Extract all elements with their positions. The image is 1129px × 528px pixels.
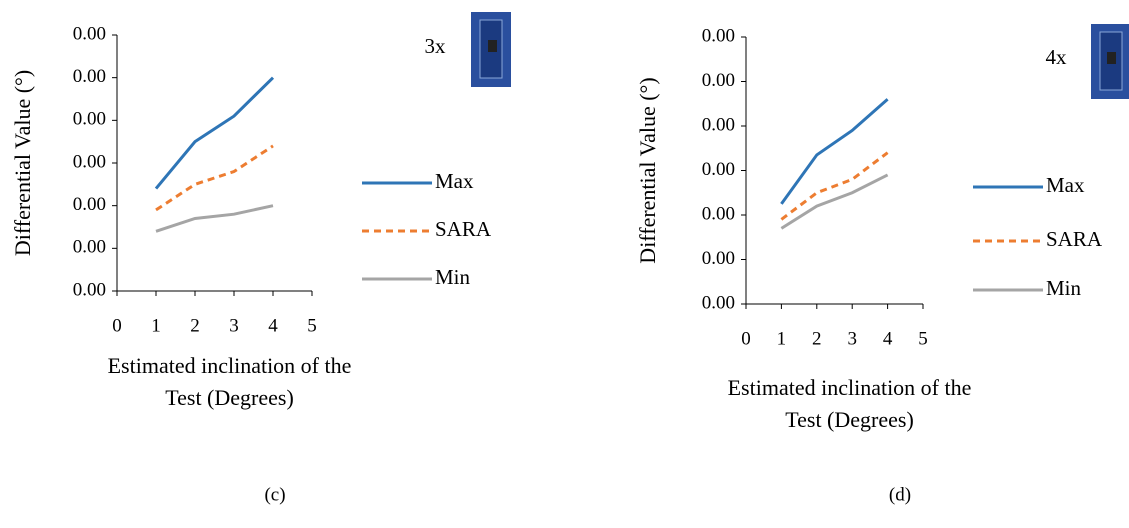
y-tick-label: 0.00	[702, 292, 735, 313]
y-tick-label: 0.00	[702, 114, 735, 135]
y-tick-label: 0.00	[73, 194, 106, 215]
y-tick-label: 0.00	[702, 248, 735, 269]
annotation: 3x	[425, 34, 447, 58]
x-tick-label: 0	[112, 315, 122, 336]
line-series	[780, 98, 889, 205]
y-tick-label: 0.00	[702, 159, 735, 180]
y-tick-label: 0.00	[73, 279, 106, 300]
line-series	[155, 144, 274, 212]
sensor-icon	[471, 12, 1129, 99]
y-axis-label: Differential Value (°)	[10, 70, 35, 256]
x-axis-label: Estimated inclination of the Test (Degre…	[727, 375, 972, 432]
x-tick-label: 5	[918, 328, 928, 349]
x-tick-label: 4	[883, 328, 893, 349]
x-tick-label: 4	[268, 315, 278, 336]
x-tick-label: 2	[190, 315, 200, 336]
y-tick-label: 0.00	[73, 237, 106, 258]
caption: (c)	[264, 484, 285, 505]
legend-label: SARA	[435, 217, 492, 241]
x-tick-label: 1	[151, 315, 161, 336]
line-series	[780, 151, 889, 221]
x-axis-label: Estimated inclination of the Test (Degre…	[107, 353, 352, 410]
x-tick-label: 1	[777, 328, 787, 349]
annotation: 4x	[1046, 45, 1068, 69]
legend-label: SARA	[1046, 227, 1103, 251]
line-series	[155, 204, 274, 233]
x-tick-label: 2	[812, 328, 822, 349]
y-tick-label: 0.00	[73, 23, 106, 44]
x-tick-label: 0	[741, 328, 751, 349]
legend-label: Max	[1046, 173, 1085, 197]
x-tick-label: 3	[847, 328, 857, 349]
y-tick-label: 0.00	[702, 70, 735, 91]
legend-label: Max	[435, 169, 474, 193]
y-tick-label: 0.00	[73, 151, 106, 172]
line-series	[780, 173, 889, 230]
y-tick-label: 0.00	[73, 66, 106, 87]
legend-label: Min	[1046, 276, 1082, 300]
y-tick-label: 0.00	[73, 109, 106, 130]
caption: (d)	[889, 484, 911, 505]
x-tick-label: 3	[229, 315, 239, 336]
y-tick-label: 0.00	[702, 25, 735, 46]
line-series	[154, 76, 275, 190]
x-tick-label: 5	[307, 315, 317, 336]
y-tick-label: 0.00	[702, 203, 735, 224]
legend-label: Min	[435, 265, 471, 289]
y-axis-label: Differential Value (°)	[635, 77, 660, 263]
